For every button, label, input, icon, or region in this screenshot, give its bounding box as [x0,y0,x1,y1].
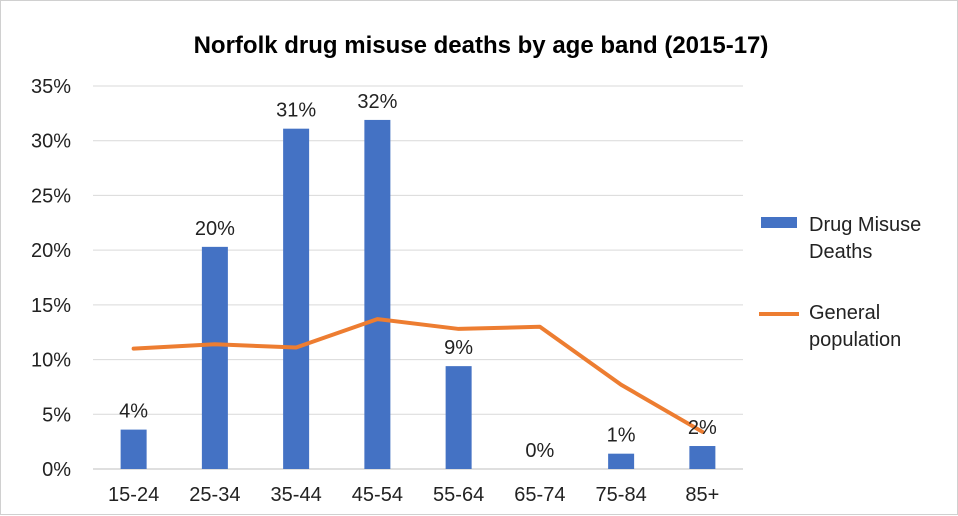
legend-label: General [809,302,880,324]
line-series [131,317,705,434]
y-tick-label: 15% [31,295,71,317]
bar-data-label: 32% [357,91,397,113]
y-tick-label: 20% [31,240,71,262]
bar-data-label: 1% [607,425,636,447]
chart-title: Norfolk drug misuse deaths by age band (… [194,32,769,59]
bar-data-label: 2% [688,417,717,439]
bar [364,119,391,470]
legend: Drug Misuse Deaths General population [759,214,921,351]
bar [445,366,472,469]
bar [608,453,635,469]
x-axis-ticks: 15-24 25-34 35-44 45-54 55-64 65-74 75-84 85+ [108,484,719,506]
y-tick-label: 0% [42,459,71,481]
legend-label: Drug Misuse [809,214,921,236]
x-tick-label: 75-84 [596,484,647,506]
bar-data-label: 9% [444,337,473,359]
data-labels: 4% 20% 31% 32% 9% 0% 1% 2% [119,91,717,462]
y-tick-label: 30% [31,131,71,153]
y-tick-label: 5% [42,404,71,426]
x-tick-label: 85+ [685,484,719,506]
y-axis-ticks: 0% 5% 10% 15% 20% 25% 30% 35% [31,76,71,481]
bar [201,246,228,469]
bar-data-label: 4% [119,401,148,423]
x-tick-label: 55-64 [433,484,484,506]
bar [120,429,147,469]
bar-series [120,119,716,470]
legend-swatch-bar [761,217,797,228]
bar-data-label: 20% [195,218,235,240]
legend-label: Deaths [809,241,872,263]
x-tick-label: 35-44 [271,484,322,506]
bar-data-label: 31% [276,100,316,122]
y-tick-label: 25% [31,185,71,207]
x-tick-label: 15-24 [108,484,159,506]
bar-data-label: 0% [525,440,554,462]
legend-label: population [809,329,901,351]
x-tick-label: 45-54 [352,484,403,506]
bar [689,446,716,469]
y-tick-label: 35% [31,76,71,98]
y-tick-label: 10% [31,350,71,372]
x-tick-label: 65-74 [514,484,565,506]
bar [283,128,310,470]
general-population-line [131,317,705,434]
x-tick-label: 25-34 [189,484,240,506]
gridlines [93,85,743,470]
